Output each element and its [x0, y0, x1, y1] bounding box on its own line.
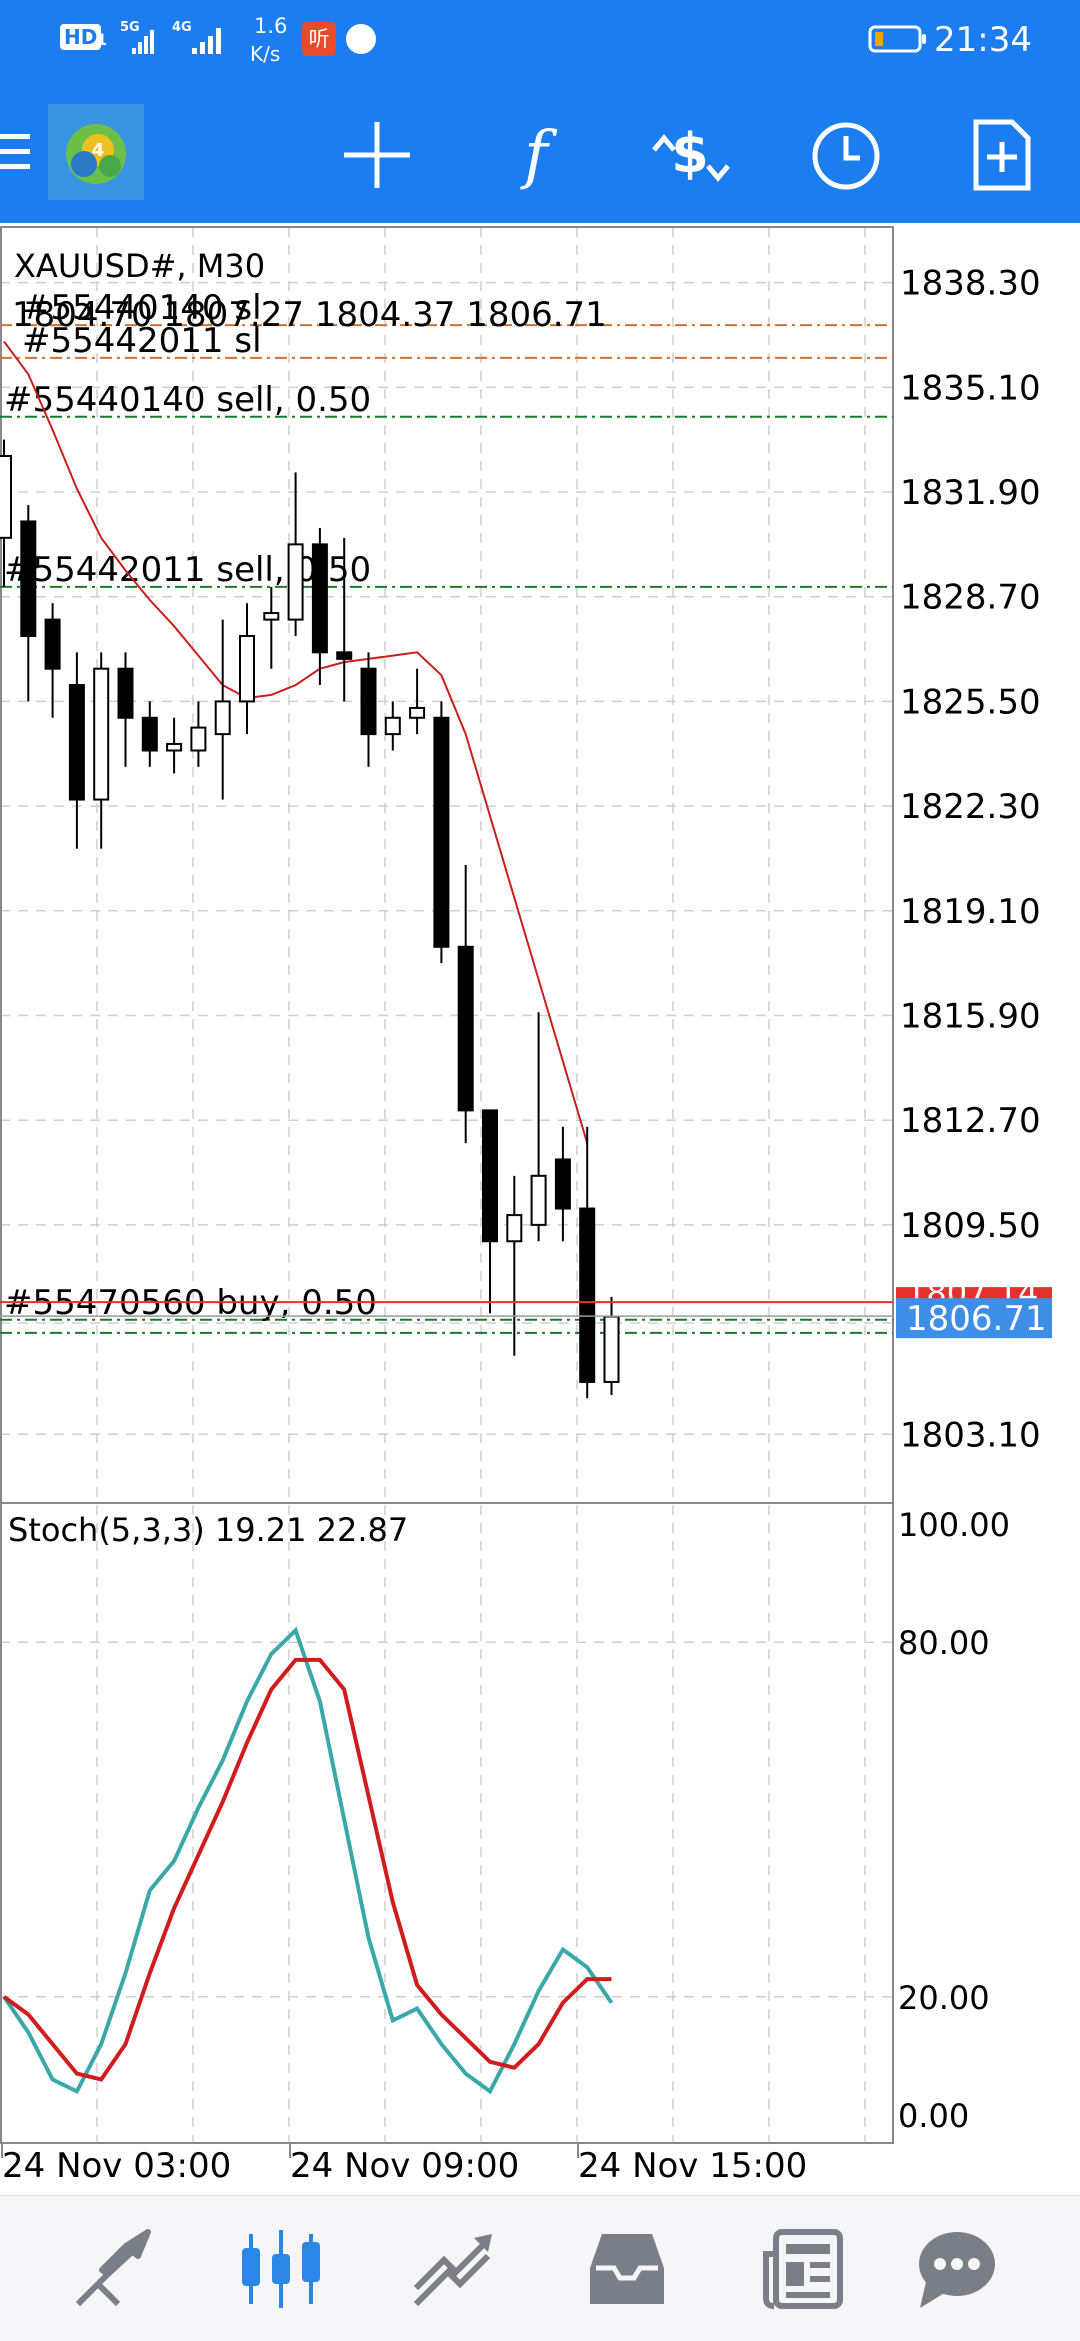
price-tick-label: 1838.30 — [900, 264, 1041, 304]
candle-body — [141, 716, 158, 752]
candle-body — [166, 742, 183, 752]
main-toolbar: 4 f $ — [0, 80, 1080, 223]
candle-body — [0, 455, 12, 539]
candle-body — [457, 945, 474, 1112]
stoch-tick-label: 0.00 — [898, 2097, 969, 2135]
price-tick-label: 1815.90 — [900, 997, 1041, 1037]
trade-line-label: #55442011 sell, 0.50 — [4, 550, 371, 590]
signal-5g-label: 5G — [120, 20, 140, 35]
candle-body — [93, 667, 110, 801]
candle-body — [554, 1158, 571, 1210]
candle-body — [506, 1214, 523, 1243]
candle-body — [20, 520, 37, 637]
price-tick-label: 1822.30 — [900, 787, 1041, 827]
price-axis: 1838.30 1835.10 1831.90 1828.70 1825.50 1822.… — [0, 264, 1052, 2135]
trade-line-label: #55440140 sl — [22, 288, 262, 328]
candle-body — [287, 543, 304, 621]
candle-body — [384, 716, 401, 736]
ma-line — [3, 340, 589, 1144]
timeframe-icon[interactable] — [810, 120, 882, 192]
signal-strength-icon-2 — [192, 28, 221, 54]
candle-body — [433, 716, 450, 948]
status-bar: HD 1 5G 4G 1.6 K/s 听 21:34 — [0, 0, 1080, 80]
time-tick-label: 24 Nov 15:00 — [578, 2146, 807, 2186]
candle-body — [482, 1109, 498, 1243]
candle-body — [239, 634, 255, 703]
svg-text:f: f — [520, 118, 558, 192]
trade-icon[interactable]: $ — [648, 116, 732, 194]
candle-body — [117, 667, 134, 719]
signal-4g-label: 4G — [172, 20, 192, 35]
candle-body — [190, 726, 207, 752]
time-tick-label: 24 Nov 09:00 — [290, 2146, 519, 2186]
hd-sub-label: 1 — [96, 30, 108, 49]
network-speed-value: 1.6 — [254, 14, 288, 38]
candle-body — [68, 684, 85, 801]
trade-lines: #55440140 sl#55442011 sl #55440140 sell, … — [0, 288, 893, 1334]
price-tick-label: 1803.10 — [900, 1415, 1041, 1455]
price-tick-label: 1828.70 — [900, 578, 1041, 618]
candle-body — [360, 667, 377, 736]
moving-average — [3, 340, 589, 1144]
current-price-label: 1806.71 — [906, 1299, 1047, 1339]
price-tick-label: 1825.50 — [900, 682, 1041, 722]
clock-time: 21:34 — [934, 20, 1032, 60]
stoch-tick-label: 20.00 — [898, 1979, 990, 2017]
candle-body — [579, 1207, 596, 1383]
new-order-icon[interactable] — [972, 118, 1032, 192]
trade-nav-icon[interactable] — [408, 2224, 498, 2314]
candle-body — [44, 618, 61, 670]
current-price-tag — [896, 1298, 1052, 1339]
price-tick-label: 1809.50 — [900, 1206, 1041, 1246]
svg-text:$: $ — [671, 122, 709, 185]
price-tick-label: 1835.10 — [900, 368, 1041, 408]
time-tick-label: 24 Nov 03:00 — [2, 2146, 231, 2186]
signal-strength-icon — [132, 30, 154, 54]
trade-line-label: #55442011 sl — [22, 321, 262, 361]
quotes-icon[interactable] — [68, 2224, 158, 2314]
stoch-tick-label: 80.00 — [898, 1624, 990, 1662]
news-icon[interactable] — [758, 2224, 848, 2314]
stoch-main-line — [2, 1626, 614, 2095]
candle-body — [214, 700, 231, 736]
indicators-icon[interactable]: f — [508, 116, 564, 192]
chart-area[interactable]: #55440140 sl #55442011 sl #55440140 sell, … — [0, 223, 1080, 2190]
crosshair-icon[interactable] — [342, 120, 412, 190]
symbol-title: XAUUSD#, M30 — [14, 247, 265, 285]
history-icon[interactable] — [582, 2224, 672, 2314]
app-logo-icon[interactable]: 4 — [48, 104, 144, 200]
price-tick-label: 1812.70 — [900, 1101, 1041, 1141]
candle-body — [336, 651, 353, 660]
chat-icon[interactable] — [912, 2224, 1002, 2314]
chart-grid — [0, 227, 893, 2143]
charts-icon[interactable] — [236, 2224, 326, 2314]
stoch-signal-line — [2, 1657, 612, 2082]
time-axis: 24 Nov 03:00 24 Nov 09:00 24 Nov 15:00 — [1, 2143, 807, 2186]
battery-icon — [868, 25, 926, 53]
candle-body — [409, 706, 426, 719]
hd-badge: HD — [60, 24, 102, 50]
candle-body — [263, 612, 280, 621]
stoch-tick-label: 100.00 — [898, 1506, 1010, 1544]
price-tick-label: 1831.90 — [900, 473, 1041, 513]
app-notification-badge: 听 — [302, 22, 336, 56]
stoch-label: Stoch(5,3,3) 19.21 22.87 — [8, 1511, 408, 1549]
svg-text:4: 4 — [92, 140, 105, 161]
stoch-frame — [0, 1502, 894, 2144]
candle-body — [311, 543, 328, 654]
menu-icon[interactable] — [0, 130, 32, 174]
trade-line-label: #55440140 sell, 0.50 — [4, 380, 371, 420]
candle-body — [530, 1174, 547, 1226]
stochastic-oscillator — [2, 1626, 614, 2095]
ohlc-values: 1804.70 1807.27 1804.37 1806.71 — [12, 295, 607, 335]
network-speed-unit: K/s — [250, 42, 281, 66]
notification-icon — [346, 24, 376, 54]
bottom-navigation — [0, 2195, 1080, 2341]
candle-body — [603, 1315, 620, 1383]
price-tick-label: 1819.10 — [900, 892, 1041, 932]
candlesticks — [0, 439, 620, 1399]
